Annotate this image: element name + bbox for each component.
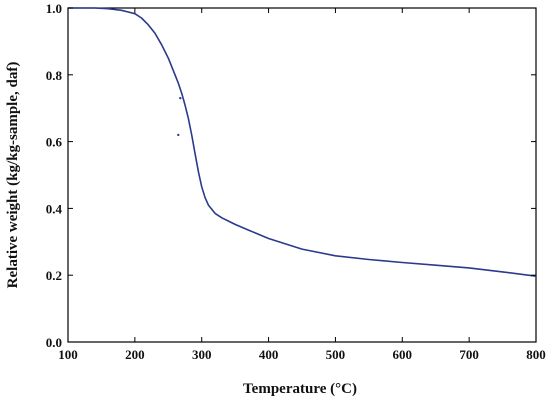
y-tick-label: 0.4 [46,201,63,216]
y-tick-label: 0.2 [46,268,62,283]
y-tick-label: 0.6 [46,135,63,150]
x-tick-label: 100 [58,347,78,362]
data-point [179,96,182,100]
plot-area [67,7,537,343]
x-axis-title: Temperature (°C) [243,381,357,397]
plot-frame [67,7,537,343]
x-axis: 100 200 300 400 500 600 700 800 [58,8,546,362]
data-point [177,133,180,137]
y-tick-label: 0.0 [46,335,62,350]
x-tick-label: 600 [393,347,413,362]
x-tick-label: 200 [125,347,145,362]
y-axis-title: Relative weight (kg/kg-sample, daf) [5,62,21,289]
y-tick-label: 1.0 [46,1,62,16]
x-tick-label: 500 [326,347,346,362]
y-tick-label: 0.8 [46,68,63,83]
x-tick-label: 400 [259,347,279,362]
series-line [68,7,537,277]
x-tick-label: 700 [459,347,479,362]
y-axis: 0.0 0.2 0.4 0.6 0.8 1.0 [46,1,536,350]
x-tick-label: 800 [526,347,546,362]
x-tick-label: 300 [192,347,212,362]
